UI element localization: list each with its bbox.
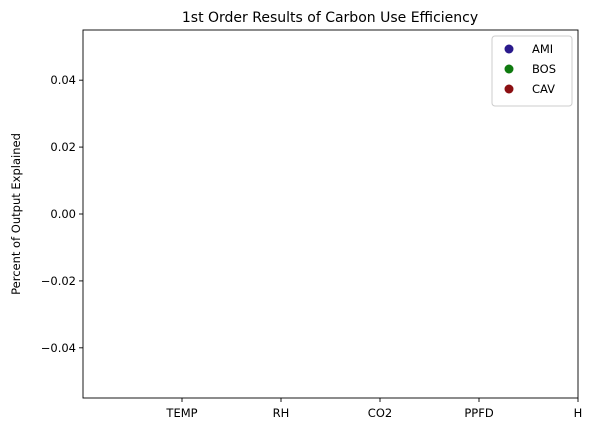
y-tick-label: −0.02 <box>41 274 76 288</box>
legend: AMI BOS CAV <box>492 36 572 106</box>
x-axis-ticks: TEMP RH CO2 PPFD H <box>165 398 582 420</box>
y-tick-label: 0.00 <box>50 207 76 221</box>
legend-label: BOS <box>532 62 556 76</box>
chart-title: 1st Order Results of Carbon Use Efficien… <box>182 10 478 26</box>
x-tick-label: H <box>574 406 583 420</box>
legend-marker <box>505 85 514 94</box>
x-tick-label: RH <box>273 406 290 420</box>
legend-marker <box>505 65 514 74</box>
y-tick-label: 0.02 <box>50 140 76 154</box>
legend-label: AMI <box>532 42 553 56</box>
x-tick-label: CO2 <box>368 406 392 420</box>
x-tick-label: PPFD <box>464 406 493 420</box>
legend-marker <box>505 45 514 54</box>
y-tick-label: −0.04 <box>41 341 76 355</box>
legend-label: CAV <box>532 82 555 96</box>
y-tick-label: 0.04 <box>50 73 76 87</box>
y-axis-ticks: 0.04 0.02 0.00 −0.02 −0.04 <box>41 73 83 355</box>
y-axis-label: Percent of Output Explained <box>9 133 23 295</box>
x-tick-label: TEMP <box>165 406 197 420</box>
